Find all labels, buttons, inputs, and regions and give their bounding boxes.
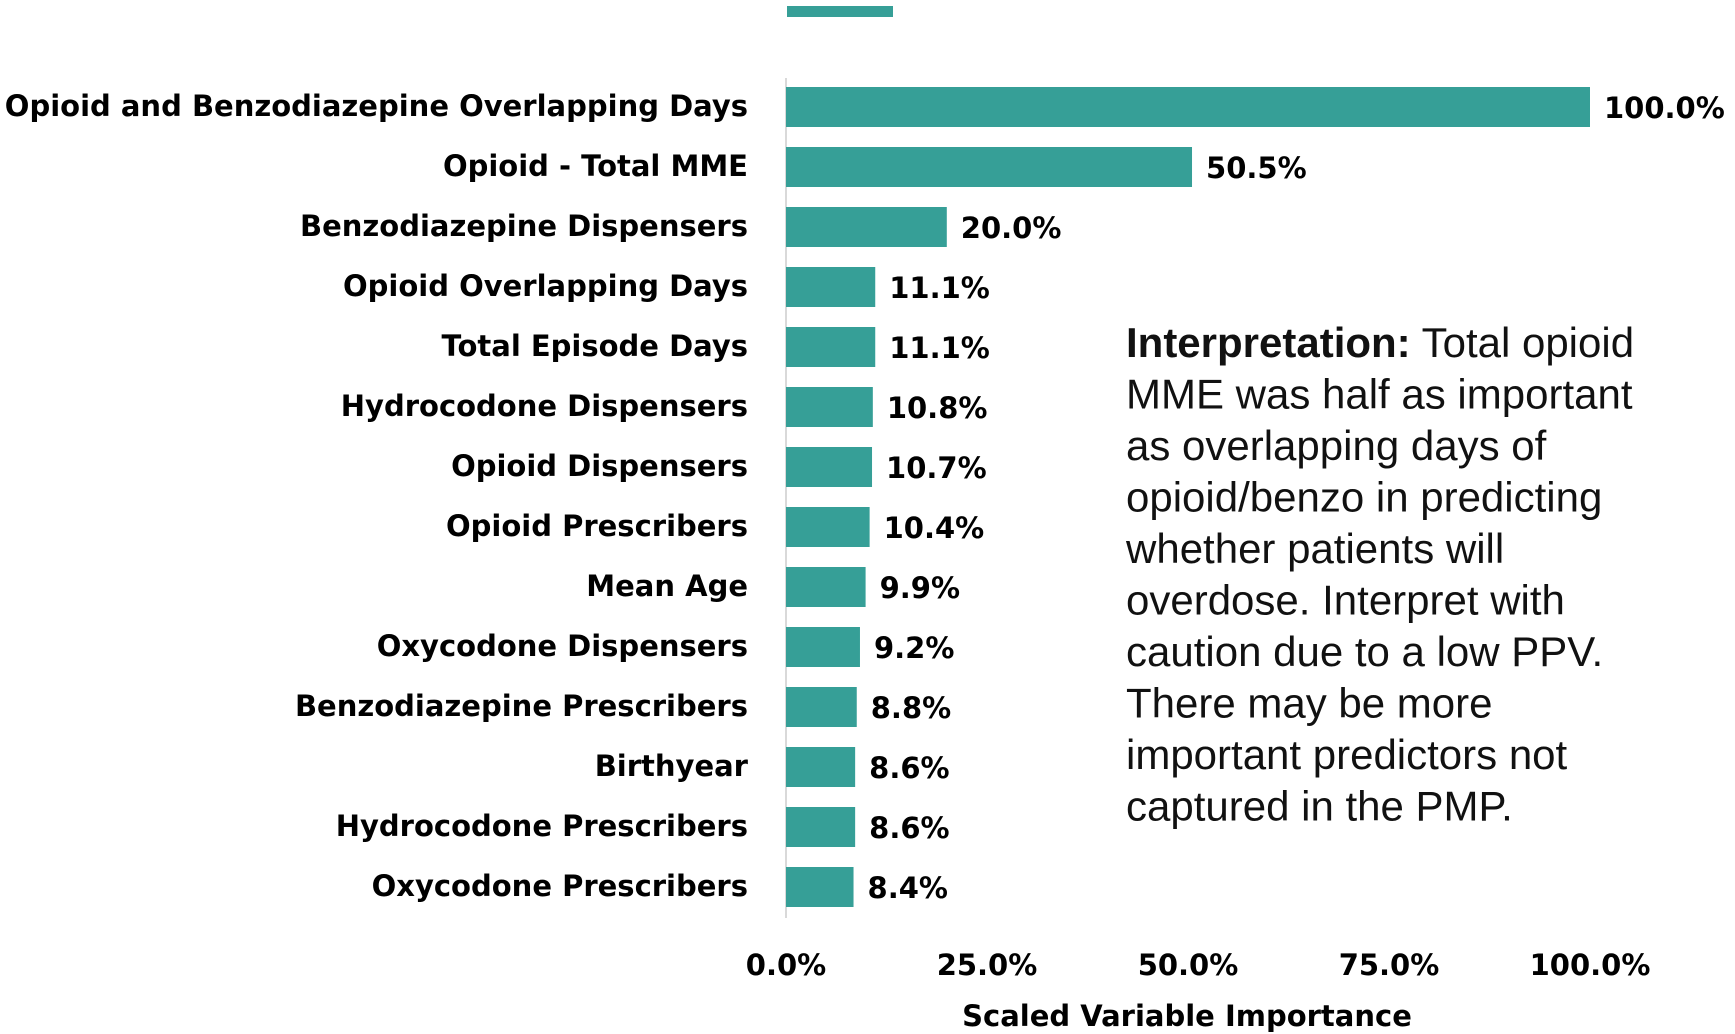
- value-label: 10.4%: [884, 511, 985, 545]
- x-tick-label: 75.0%: [1339, 948, 1440, 982]
- annotation-line: There may be more: [1126, 680, 1492, 727]
- x-tick-label: 100.0%: [1530, 948, 1651, 982]
- annotation-text: Interpretation: Total opioid: [1126, 319, 1634, 366]
- value-label: 10.8%: [887, 391, 988, 425]
- category-label: Hydrocodone Dispensers: [341, 389, 748, 423]
- x-axis-title: Scaled Variable Importance: [962, 999, 1412, 1033]
- annotation-line: opioid/benzo in predicting: [1126, 474, 1602, 521]
- value-label: 100.0%: [1604, 91, 1725, 125]
- annotation-line: caution due to a low PPV.: [1126, 628, 1603, 675]
- x-tick-label: 25.0%: [937, 948, 1038, 982]
- value-label: 9.2%: [874, 631, 954, 665]
- annotation-line: whether patients will: [1125, 525, 1504, 572]
- annotation-title: Interpretation:: [1126, 319, 1411, 366]
- bar: [786, 267, 876, 307]
- category-label: Birthyear: [595, 749, 749, 783]
- bar: [786, 447, 873, 487]
- value-label: 8.8%: [871, 691, 951, 725]
- value-label: 20.0%: [961, 211, 1062, 245]
- bar: [786, 327, 876, 367]
- bar: [786, 687, 857, 727]
- category-label: Total Episode Days: [442, 329, 748, 363]
- annotation-line: Total opioid: [1411, 319, 1634, 366]
- x-tick-label: 0.0%: [746, 948, 826, 982]
- annotation-line: as overlapping days of: [1126, 422, 1547, 469]
- x-tick-label: 50.0%: [1138, 948, 1239, 982]
- category-label: Opioid Overlapping Days: [343, 269, 748, 303]
- category-label: Oxycodone Dispensers: [377, 629, 748, 663]
- category-label: Opioid - Total MME: [443, 149, 748, 183]
- category-label: Hydrocodone Prescribers: [336, 809, 748, 843]
- annotation-line: MME was half as important: [1126, 371, 1633, 418]
- bar: [786, 207, 947, 247]
- annotation-line: important predictors not: [1126, 731, 1568, 778]
- bar: [786, 147, 1193, 187]
- legend-swatch: [787, 6, 893, 17]
- category-label: Opioid and Benzodiazepine Overlapping Da…: [5, 89, 748, 123]
- annotation-line: captured in the PMP.: [1126, 783, 1513, 830]
- bar: [786, 387, 873, 427]
- category-label: Oxycodone Prescribers: [372, 869, 748, 903]
- bar: [786, 747, 856, 787]
- bar: [786, 87, 1590, 127]
- value-label: 11.1%: [889, 271, 990, 305]
- bar: [786, 807, 856, 847]
- value-label: 8.6%: [869, 751, 949, 785]
- category-label: Opioid Dispensers: [451, 449, 748, 483]
- category-label: Mean Age: [586, 569, 748, 603]
- value-label: 8.4%: [868, 871, 948, 905]
- bar: [786, 867, 854, 907]
- value-label: 11.1%: [889, 331, 990, 365]
- bar: [786, 627, 860, 667]
- annotation-line: overdose. Interpret with: [1126, 577, 1565, 624]
- value-label: 10.7%: [886, 451, 987, 485]
- category-label: Opioid Prescribers: [446, 509, 748, 543]
- value-label: 9.9%: [880, 571, 960, 605]
- category-label: Benzodiazepine Dispensers: [300, 209, 748, 243]
- value-label: 8.6%: [869, 811, 949, 845]
- bar: [786, 507, 870, 547]
- value-label: 50.5%: [1206, 151, 1307, 185]
- bar: [786, 567, 866, 607]
- category-label: Benzodiazepine Prescribers: [295, 689, 748, 723]
